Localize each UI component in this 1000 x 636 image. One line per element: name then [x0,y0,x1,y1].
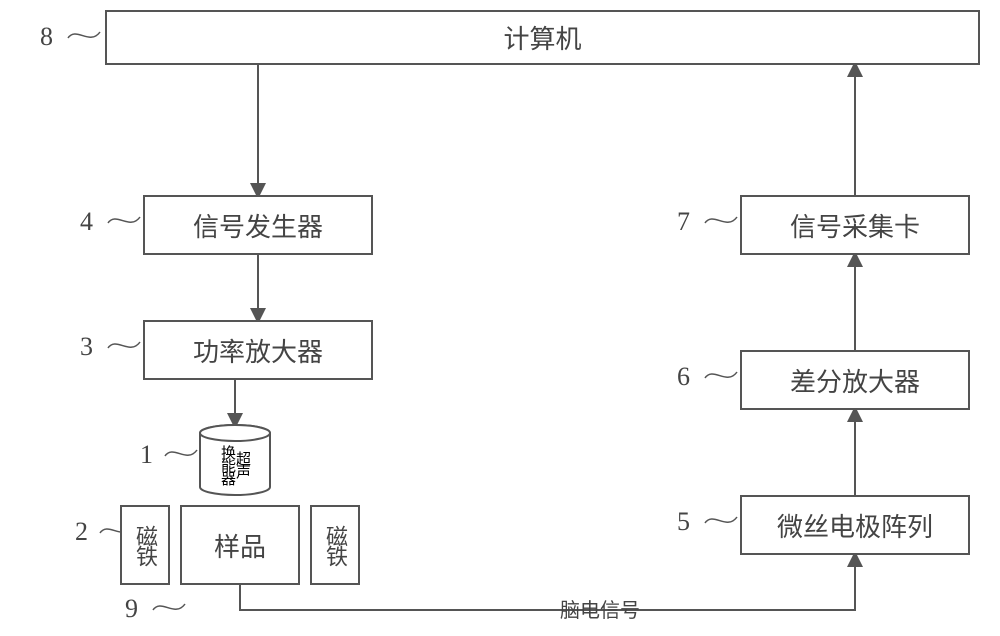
acqcard-box: 信号采集卡 [740,195,970,255]
transducer-label: 换能器 超声 [200,433,270,495]
ref-label-2: 2 [75,517,88,547]
acqcard-label: 信号采集卡 [790,207,920,244]
magnet-right-label: 磁铁 [319,525,351,565]
poweramp-label: 功率放大器 [193,332,323,369]
diffamp-label: 差分放大器 [790,362,920,399]
siggen-box: 信号发生器 [143,195,373,255]
ref-label-4: 4 [80,207,93,237]
diffamp-box: 差分放大器 [740,350,970,410]
ref-label-6: 6 [677,362,690,392]
computer-box: 计算机 [105,10,980,65]
magnet-right-box: 磁铁 [310,505,360,585]
poweramp-box: 功率放大器 [143,320,373,380]
ref-label-3: 3 [80,332,93,362]
eeg-signal-label: 脑电信号 [560,594,640,623]
microelec-box: 微丝电极阵列 [740,495,970,555]
sample-label: 样品 [214,527,266,564]
siggen-label: 信号发生器 [193,207,323,244]
ref-label-7: 7 [677,207,690,237]
computer-label: 计算机 [503,19,581,56]
magnet-left-label: 磁铁 [129,525,161,565]
sample-box: 样品 [180,505,300,585]
ref-label-5: 5 [677,507,690,537]
microelec-label: 微丝电极阵列 [777,507,933,544]
ref-label-9: 9 [125,594,138,624]
magnet-left-box: 磁铁 [120,505,170,585]
ref-label-1: 1 [140,440,153,470]
ref-label-8: 8 [40,22,53,52]
